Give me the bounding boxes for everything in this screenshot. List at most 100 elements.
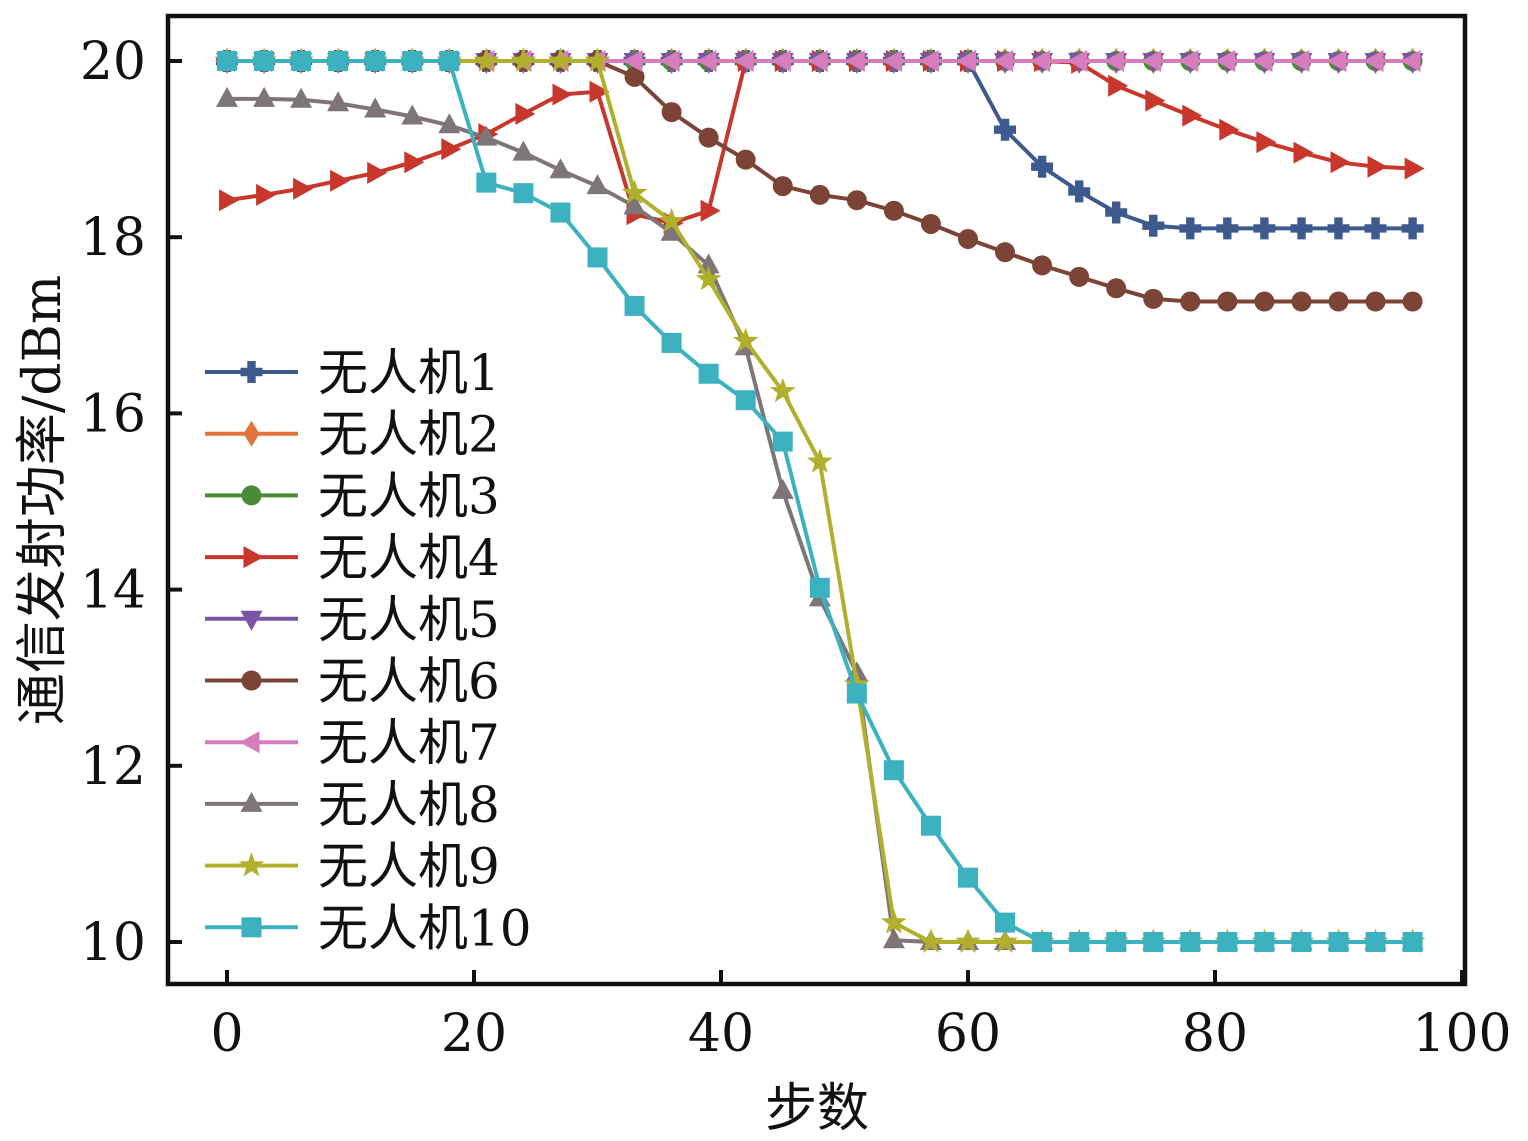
data-point-8-18 — [882, 928, 905, 949]
data-point-8-10 — [586, 174, 609, 195]
data-point-10-9 — [550, 202, 571, 223]
data-point-6-16 — [809, 184, 830, 205]
series-line-6 — [227, 59, 1413, 304]
data-point-7-28 — [1252, 50, 1273, 72]
data-point-10-4 — [365, 51, 386, 71]
data-point-9-20 — [955, 928, 981, 953]
x-tick-label-20: 20 — [441, 1004, 507, 1064]
data-point-10-29 — [1291, 932, 1312, 952]
data-point-7-31 — [1363, 50, 1384, 72]
x-tick-label-80: 80 — [1182, 1004, 1248, 1064]
data-point-4-24 — [1108, 74, 1129, 97]
data-point-4-3 — [330, 169, 351, 192]
data-point-10-11 — [624, 295, 645, 316]
legend-label-3: 无人机3 — [318, 467, 500, 525]
legend-label-10: 无人机10 — [318, 899, 532, 957]
x-tick-label-0: 0 — [210, 1004, 243, 1064]
data-point-1-24 — [1105, 201, 1128, 224]
data-point-1-26 — [1179, 217, 1202, 240]
data-point-4-25 — [1145, 89, 1166, 112]
data-point-1-29 — [1290, 217, 1313, 240]
data-point-9-19 — [918, 928, 944, 953]
data-point-7-17 — [844, 50, 865, 72]
data-point-8-15 — [771, 478, 794, 499]
data-point-9-9 — [547, 47, 574, 72]
legend-item-5: 无人机5 — [205, 591, 500, 649]
legend-item-1: 无人机1 — [205, 344, 500, 402]
legend-label-8: 无人机8 — [318, 776, 500, 834]
data-point-4-8 — [515, 102, 536, 125]
legend-marker-3 — [241, 485, 262, 506]
data-point-6-12 — [661, 102, 682, 123]
data-point-7-27 — [1215, 50, 1236, 72]
x-tick-label-40: 40 — [688, 1004, 754, 1064]
series-4 — [219, 50, 1425, 235]
data-point-8-1 — [253, 86, 276, 107]
data-point-7-19 — [918, 50, 939, 72]
legend-marker-9 — [238, 852, 265, 877]
data-point-10-12 — [661, 332, 682, 353]
data-point-10-30 — [1328, 932, 1349, 952]
data-point-1-31 — [1364, 217, 1387, 240]
data-point-9-18 — [881, 909, 907, 934]
data-point-6-20 — [958, 228, 978, 249]
y-tick-label-18: 18 — [80, 208, 146, 268]
data-point-10-27 — [1217, 932, 1238, 952]
data-point-8-12 — [660, 220, 683, 241]
data-point-10-10 — [587, 247, 608, 268]
data-point-1-25 — [1142, 214, 1165, 237]
data-point-1-22 — [1031, 155, 1054, 178]
data-point-10-17 — [846, 683, 867, 704]
data-point-9-13 — [695, 266, 722, 291]
series-1 — [216, 50, 1424, 240]
data-point-8-8 — [512, 140, 535, 161]
data-point-6-24 — [1106, 278, 1127, 299]
ticks-layer: 0 20 40 60 80 100 10 12 14 16 18 20 — [80, 32, 1512, 1064]
data-point-6-17 — [846, 190, 867, 211]
y-tick-label-20: 20 — [80, 32, 146, 92]
data-point-6-13 — [698, 127, 719, 148]
data-point-9-10 — [584, 47, 611, 72]
data-point-8-7 — [475, 125, 498, 146]
data-point-10-23 — [1069, 932, 1090, 952]
data-point-6-21 — [995, 242, 1016, 263]
data-point-8-5 — [401, 104, 424, 125]
data-point-4-13 — [700, 199, 721, 222]
legend: 无人机1无人机2无人机3无人机4无人机5无人机6无人机7无人机8无人机9无人机1… — [205, 344, 532, 957]
data-point-9-14 — [732, 327, 759, 353]
data-point-9-16 — [807, 448, 833, 473]
data-point-6-26 — [1180, 291, 1201, 312]
data-point-8-0 — [216, 86, 238, 107]
data-point-4-9 — [552, 83, 573, 106]
data-point-4-29 — [1293, 141, 1314, 164]
data-point-10-16 — [809, 577, 830, 598]
data-point-7-15 — [770, 50, 791, 72]
legend-marker-5 — [240, 610, 263, 631]
legend-item-7: 无人机7 — [205, 714, 500, 772]
data-point-4-27 — [1219, 118, 1240, 141]
data-point-10-1 — [254, 51, 275, 71]
data-point-7-11 — [622, 50, 643, 72]
data-point-7-26 — [1178, 50, 1199, 72]
data-point-7-23 — [1067, 50, 1088, 72]
data-point-6-28 — [1254, 291, 1275, 312]
data-point-10-28 — [1254, 932, 1275, 952]
data-point-1-30 — [1327, 217, 1350, 240]
data-point-4-28 — [1256, 131, 1277, 154]
y-tick-label-12: 12 — [80, 737, 146, 797]
data-point-7-29 — [1289, 50, 1310, 72]
data-point-8-11 — [623, 194, 646, 215]
data-point-1-23 — [1068, 180, 1091, 203]
data-point-7-22 — [1030, 50, 1051, 72]
data-point-6-22 — [1032, 255, 1053, 276]
data-point-10-32 — [1402, 932, 1423, 952]
data-point-8-4 — [364, 97, 387, 118]
legend-marker-1 — [240, 361, 263, 383]
data-point-10-19 — [920, 815, 941, 836]
data-point-7-30 — [1326, 50, 1347, 72]
data-point-7-18 — [881, 50, 902, 72]
data-point-4-10 — [589, 80, 610, 103]
data-point-10-8 — [513, 183, 534, 204]
legend-item-4: 无人机4 — [205, 529, 500, 587]
